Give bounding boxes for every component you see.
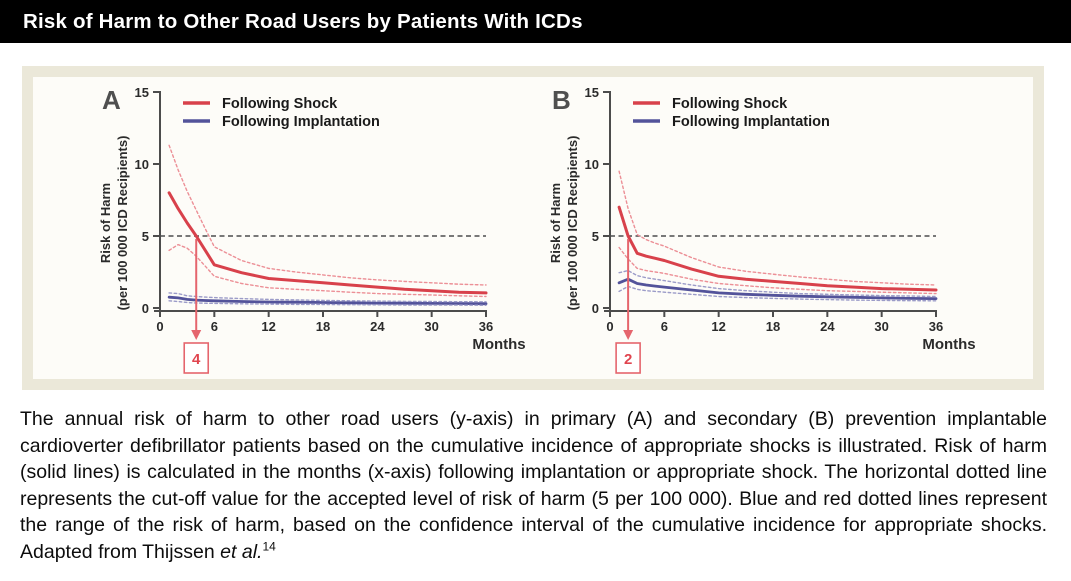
arrow-head-icon xyxy=(623,330,634,340)
arrow-head-icon xyxy=(191,330,202,340)
caption-text: The annual risk of harm to other road us… xyxy=(20,408,1047,563)
x-tick-label: 18 xyxy=(316,319,330,334)
legend-label-shock: Following Shock xyxy=(672,96,788,112)
legend-label-implantation: Following Implantation xyxy=(672,114,830,130)
legend-label-shock: Following Shock xyxy=(222,96,338,112)
y-tick-label: 10 xyxy=(135,157,149,172)
y-axis-label-text: Risk of Harm (per 100 000 ICD Recipients) xyxy=(548,136,580,311)
panel-letter: A xyxy=(102,85,121,115)
x-tick-label: 36 xyxy=(929,319,943,334)
x-tick-label: 6 xyxy=(661,319,668,334)
y-tick-label: 15 xyxy=(135,85,149,100)
series-following-implantation-lower-ci xyxy=(168,300,487,307)
chart-panel-b: B Risk of Harm (per 100 000 ICD Recipients… xyxy=(510,77,1000,377)
y-axis-label-text: Risk of Harm (per 100 000 ICD Recipients) xyxy=(98,136,130,311)
series-following-shock-upper-ci xyxy=(618,170,937,286)
y-tick-label: 5 xyxy=(592,229,599,244)
x-tick-label: 6 xyxy=(211,319,218,334)
series-following-implantation xyxy=(167,295,488,306)
title-bar: Risk of Harm to Other Road Users by Pati… xyxy=(0,0,1071,43)
chart-b-svg: B Risk of Harm (per 100 000 ICD Recipients… xyxy=(548,85,976,374)
arrow-value-box xyxy=(183,342,210,374)
page-title: Risk of Harm to Other Road Users by Pati… xyxy=(23,9,583,33)
arrow-value-label: 4 xyxy=(192,351,201,368)
x-tick-label: 24 xyxy=(820,319,835,334)
x-tick-label: 0 xyxy=(156,319,163,334)
y-axis-label: Risk of Harm (per 100 000 ICD Recipients) xyxy=(548,136,580,311)
series-following-shock xyxy=(617,205,938,292)
series-following-implantation-upper-ci xyxy=(618,269,937,298)
y-tick-label: 0 xyxy=(142,301,149,316)
series-following-implantation xyxy=(617,277,938,301)
y-tick-label: 5 xyxy=(142,229,149,244)
series-following-implantation-upper-ci xyxy=(168,292,487,303)
panel-letter: B xyxy=(552,85,571,115)
x-axis-title: Months xyxy=(922,336,975,353)
x-tick-label: 0 xyxy=(606,319,613,334)
caption-reference-number: 14 xyxy=(262,539,276,553)
x-tick-label: 12 xyxy=(711,319,725,334)
caption-et-al: et al. xyxy=(220,540,263,563)
series-following-shock-lower-ci xyxy=(618,246,937,295)
arrow-value-label: 2 xyxy=(624,351,632,368)
series-following-shock-upper-ci xyxy=(168,144,487,286)
chart-a-svg: A Risk of Harm (per 100 000 ICD Recipients… xyxy=(98,85,526,374)
chart-panel-a: A Risk of Harm (per 100 000 ICD Recipients… xyxy=(60,77,550,377)
x-tick-label: 30 xyxy=(874,319,888,334)
legend-label-implantation: Following Implantation xyxy=(222,114,380,130)
arrow-value-box xyxy=(615,342,641,374)
x-tick-label: 12 xyxy=(261,319,275,334)
series-following-implantation-lower-ci xyxy=(618,285,937,302)
figure-panel: A Risk of Harm (per 100 000 ICD Recipients… xyxy=(22,66,1044,390)
x-tick-label: 36 xyxy=(479,319,493,334)
series-following-shock xyxy=(167,191,488,295)
y-tick-label: 15 xyxy=(585,85,599,100)
figure-caption: The annual risk of harm to other road us… xyxy=(20,406,1047,565)
x-tick-label: 18 xyxy=(766,319,780,334)
x-axis-title: Months xyxy=(472,336,525,353)
y-tick-label: 10 xyxy=(585,157,599,172)
series-following-shock-lower-ci xyxy=(168,243,487,298)
x-tick-label: 30 xyxy=(424,319,438,334)
x-tick-label: 24 xyxy=(370,319,385,334)
y-axis-label: Risk of Harm (per 100 000 ICD Recipients) xyxy=(98,136,130,311)
y-tick-label: 0 xyxy=(592,301,599,316)
